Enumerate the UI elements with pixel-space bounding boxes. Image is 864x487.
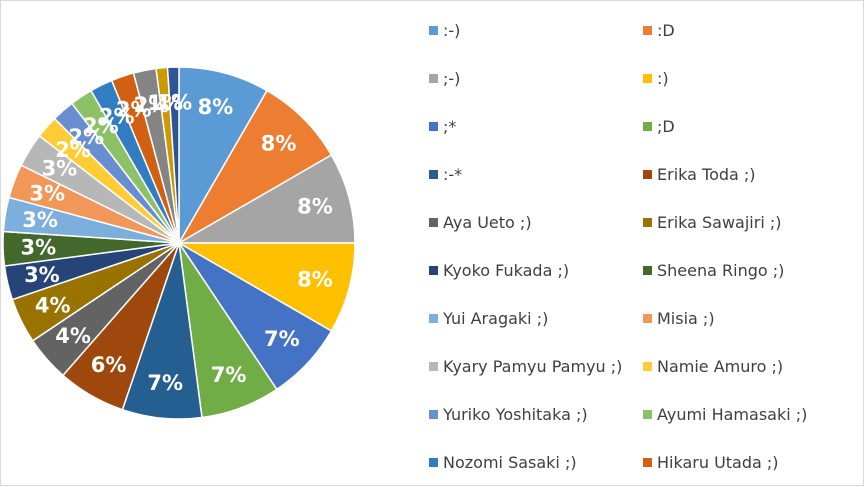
legend-swatch <box>643 121 652 131</box>
pie-labels: 8%8%8%8%7%7%7%6%4%4%3%3%3%3%3%2%2%2%2%2%… <box>20 90 332 395</box>
legend-swatch <box>643 361 652 371</box>
pie-slices <box>2 66 356 420</box>
pie-data-label-20: 2% <box>134 93 170 117</box>
pie-slice-2 <box>176 153 356 244</box>
legend-swatch <box>429 121 438 131</box>
legend-label: Namie Amuro ;) <box>657 356 784 376</box>
legend-swatch <box>643 73 652 83</box>
legend-swatch <box>643 409 652 419</box>
legend-label: :-* <box>443 164 463 184</box>
legend-item: Yuriko Yoshitaka ;) <box>429 403 588 425</box>
legend-label: :) <box>657 68 669 88</box>
legend-label: Kyary Pamyu Pamyu ;) <box>443 356 623 376</box>
pie-slice-3 <box>176 242 356 333</box>
pie-data-label-10: 3% <box>24 263 60 287</box>
legend-label: Erika Toda ;) <box>657 164 756 184</box>
pie-data-label-2: 8% <box>297 195 333 219</box>
legend-item: ;-) <box>429 67 460 89</box>
legend-swatch <box>429 217 438 227</box>
legend-swatch <box>429 313 438 323</box>
legend-label: ;* <box>443 116 457 136</box>
legend-label: Nozomi Sasaki ;) <box>443 452 577 472</box>
pie-data-label-12: 3% <box>22 208 58 232</box>
legend-item: Kyary Pamyu Pamyu ;) <box>429 355 622 377</box>
legend-swatch <box>429 169 438 179</box>
legend-item: :) <box>643 67 669 89</box>
legend-label: Aya Ueto ;) <box>443 212 532 232</box>
legend-label: Hikaru Utada ;) <box>657 452 779 472</box>
pie-data-label-0: 8% <box>198 95 234 119</box>
pie-data-label-22: 1% <box>157 90 193 114</box>
legend-item: Ayumi Hamasaki ;) <box>643 403 807 425</box>
legend-swatch <box>429 25 438 35</box>
legend-item: Hikaru Utada ;) <box>643 451 779 473</box>
legend-item: :D <box>643 19 675 41</box>
legend-swatch <box>643 25 652 35</box>
pie-data-label-16: 2% <box>68 125 104 149</box>
legend-item: Namie Amuro ;) <box>643 355 783 377</box>
legend-label: ;D <box>657 116 675 136</box>
legend-label: :-) <box>443 20 461 40</box>
pie-data-label-9: 4% <box>35 293 71 317</box>
pie-data-label-13: 3% <box>29 181 65 205</box>
legend-item: Erika Toda ;) <box>643 163 756 185</box>
legend-item: Misia ;) <box>643 307 715 329</box>
legend-swatch <box>429 361 438 371</box>
legend-label: Misia ;) <box>657 308 715 328</box>
legend-label: Erika Sawajiri ;) <box>657 212 782 232</box>
legend-swatch <box>429 457 438 467</box>
pie-data-label-18: 2% <box>99 105 135 129</box>
pie-data-label-1: 8% <box>261 131 297 155</box>
pie-chart: 8%8%8%8%7%7%7%6%4%4%3%3%3%3%3%2%2%2%2%2%… <box>2 66 356 420</box>
legend-item: ;D <box>643 115 675 137</box>
legend-item: Nozomi Sasaki ;) <box>429 451 577 473</box>
legend-label: Yuriko Yoshitaka ;) <box>443 404 588 424</box>
legend-swatch <box>643 265 652 275</box>
legend-item: Sheena Ringo ;) <box>643 259 784 281</box>
pie-data-label-19: 2% <box>116 98 152 122</box>
legend-swatch <box>643 169 652 179</box>
legend-item: Erika Sawajiri ;) <box>643 211 782 233</box>
pie-data-label-8: 4% <box>55 324 91 348</box>
pie-data-label-6: 7% <box>147 371 183 395</box>
pie-data-label-5: 7% <box>211 363 247 387</box>
legend-label: :D <box>657 20 675 40</box>
legend-swatch <box>643 217 652 227</box>
pie-data-label-15: 2% <box>55 138 91 162</box>
pie-data-label-21: 1% <box>147 91 183 115</box>
legend-label: Ayumi Hamasaki ;) <box>657 404 808 424</box>
pie-data-label-7: 6% <box>91 353 127 377</box>
pie-slice-22 <box>166 66 180 244</box>
legend-label: Sheena Ringo ;) <box>657 260 785 280</box>
legend-swatch <box>429 73 438 83</box>
legend-swatch <box>643 313 652 323</box>
legend-item: :-* <box>429 163 462 185</box>
pie-data-label-17: 2% <box>83 114 119 138</box>
legend-label: Kyoko Fukada ;) <box>443 260 570 280</box>
legend-item: ;* <box>429 115 456 137</box>
legend-item: Kyoko Fukada ;) <box>429 259 569 281</box>
pie-slice-0 <box>178 66 269 246</box>
legend-swatch <box>643 457 652 467</box>
legend-item: :-) <box>429 19 460 41</box>
legend-label: ;-) <box>443 68 461 88</box>
pie-slice-1 <box>176 89 333 246</box>
legend-item: Yui Aragaki ;) <box>429 307 548 329</box>
legend-swatch <box>429 265 438 275</box>
legend-label: Yui Aragaki ;) <box>443 308 549 328</box>
pie-data-label-11: 3% <box>20 236 56 260</box>
pie-data-label-4: 7% <box>264 327 300 351</box>
legend-swatch <box>429 409 438 419</box>
pie-data-label-14: 3% <box>42 157 78 181</box>
pie-data-label-3: 8% <box>297 267 333 291</box>
legend-item: Aya Ueto ;) <box>429 211 532 233</box>
